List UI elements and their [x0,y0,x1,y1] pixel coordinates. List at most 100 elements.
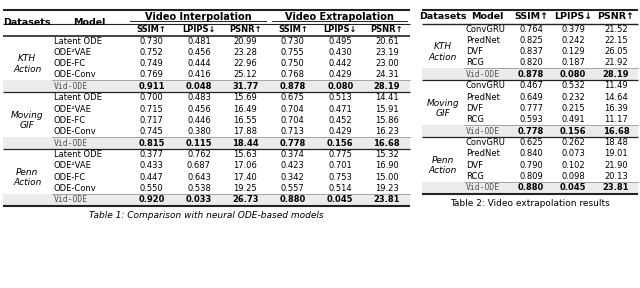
Text: 0.593: 0.593 [519,115,543,124]
Text: 0.380: 0.380 [187,127,211,136]
Text: 0.102: 0.102 [561,161,585,170]
Text: KTH
Action: KTH Action [13,54,42,74]
Text: ODE-FC: ODE-FC [54,59,86,68]
Text: 17.40: 17.40 [234,173,257,182]
Text: 0.700: 0.700 [140,93,163,103]
Text: 21.52: 21.52 [604,24,628,34]
Text: 31.77: 31.77 [232,82,259,91]
Text: 0.483: 0.483 [187,93,211,103]
Text: 0.033: 0.033 [186,195,212,204]
Text: 0.809: 0.809 [519,172,543,181]
Text: 0.495: 0.495 [328,37,352,46]
Text: 0.444: 0.444 [187,59,211,68]
Text: 24.31: 24.31 [375,70,399,79]
Text: Datasets: Datasets [4,18,51,27]
Text: 0.513: 0.513 [328,93,352,103]
Text: 19.25: 19.25 [234,184,257,193]
Text: 0.429: 0.429 [328,127,352,136]
Text: ODE-FC: ODE-FC [54,116,86,125]
Text: 20.99: 20.99 [234,37,257,46]
Text: 17.06: 17.06 [234,161,257,170]
Text: 28.19: 28.19 [603,70,629,79]
Text: 0.769: 0.769 [140,70,163,79]
Text: 11.49: 11.49 [604,82,628,90]
Text: 0.446: 0.446 [187,116,211,125]
Text: Vid-ODE: Vid-ODE [54,195,88,204]
Text: 0.262: 0.262 [561,138,585,147]
Text: Vid-ODE: Vid-ODE [466,70,500,79]
Text: 0.815: 0.815 [138,139,164,147]
Text: Moving
GIF: Moving GIF [11,111,44,130]
Text: 0.481: 0.481 [187,37,211,46]
Text: 15.86: 15.86 [375,116,399,125]
Text: 15.91: 15.91 [375,105,399,113]
Text: 0.768: 0.768 [281,70,305,79]
Text: 15.00: 15.00 [375,173,399,182]
Text: 0.777: 0.777 [519,104,543,113]
Text: ODE-Conv: ODE-Conv [54,70,97,79]
Text: 0.491: 0.491 [561,115,585,124]
Text: 0.820: 0.820 [519,58,543,67]
Text: 0.456: 0.456 [187,48,211,57]
Text: 0.755: 0.755 [281,48,305,57]
Bar [3,80,410,92]
Text: 0.749: 0.749 [140,59,163,68]
Text: 14.41: 14.41 [375,93,399,103]
Text: LPIPS↓: LPIPS↓ [554,12,592,21]
Text: 21.92: 21.92 [604,58,628,67]
Text: 0.753: 0.753 [328,173,352,182]
Text: 25.12: 25.12 [234,70,257,79]
Text: 0.643: 0.643 [187,173,211,182]
Text: 21.90: 21.90 [604,161,628,170]
Text: 26.05: 26.05 [604,47,628,56]
Text: 16.90: 16.90 [375,161,399,170]
Text: 0.778: 0.778 [280,139,306,147]
Text: 0.429: 0.429 [328,70,352,79]
Text: Penn
Action: Penn Action [429,156,457,175]
Text: 26.73: 26.73 [232,195,259,204]
Text: 0.080: 0.080 [560,70,586,79]
Text: 23.81: 23.81 [603,183,629,192]
Text: PSNR↑: PSNR↑ [598,12,634,21]
Text: ODE-FC: ODE-FC [54,173,86,182]
Text: RCG: RCG [466,172,484,181]
Text: 0.715: 0.715 [140,105,163,113]
Text: 0.129: 0.129 [561,47,585,56]
Text: 0.098: 0.098 [561,172,585,181]
Text: 17.88: 17.88 [234,127,257,136]
Text: ODE-Conv: ODE-Conv [54,184,97,193]
Text: PredNet: PredNet [466,93,500,102]
Text: 0.878: 0.878 [280,82,306,91]
Text: 16.39: 16.39 [604,104,628,113]
Text: PSNR↑: PSNR↑ [371,25,403,34]
Text: Model: Model [471,12,503,21]
Bar [422,125,638,137]
Text: 20.13: 20.13 [604,172,628,181]
Text: 0.467: 0.467 [519,82,543,90]
Text: 22.15: 22.15 [604,36,628,45]
Text: Vid-ODE: Vid-ODE [54,139,88,147]
Text: 0.073: 0.073 [561,149,585,158]
Text: 0.790: 0.790 [519,161,543,170]
Text: 0.704: 0.704 [281,116,305,125]
Text: Vid-ODE: Vid-ODE [466,183,500,192]
Text: 0.538: 0.538 [187,184,211,193]
Text: 0.625: 0.625 [519,138,543,147]
Text: RCG: RCG [466,115,484,124]
Text: 0.880: 0.880 [518,183,544,192]
Text: PSNR↑: PSNR↑ [229,25,262,34]
Text: LPIPS↓: LPIPS↓ [182,25,216,34]
Text: 0.717: 0.717 [140,116,163,125]
Text: Vid-ODE: Vid-ODE [466,127,500,136]
Text: 0.187: 0.187 [561,58,585,67]
Text: Moving
GIF: Moving GIF [427,99,460,118]
Text: 0.550: 0.550 [140,184,163,193]
Text: ODE²VAE: ODE²VAE [54,161,92,170]
Text: 0.880: 0.880 [280,195,306,204]
Text: 16.49: 16.49 [234,105,257,113]
Text: KTH
Action: KTH Action [429,42,457,62]
Text: 0.825: 0.825 [519,36,543,45]
Text: DVF: DVF [466,161,483,170]
Text: Latent ODE: Latent ODE [54,150,102,159]
Text: 0.045: 0.045 [560,183,586,192]
